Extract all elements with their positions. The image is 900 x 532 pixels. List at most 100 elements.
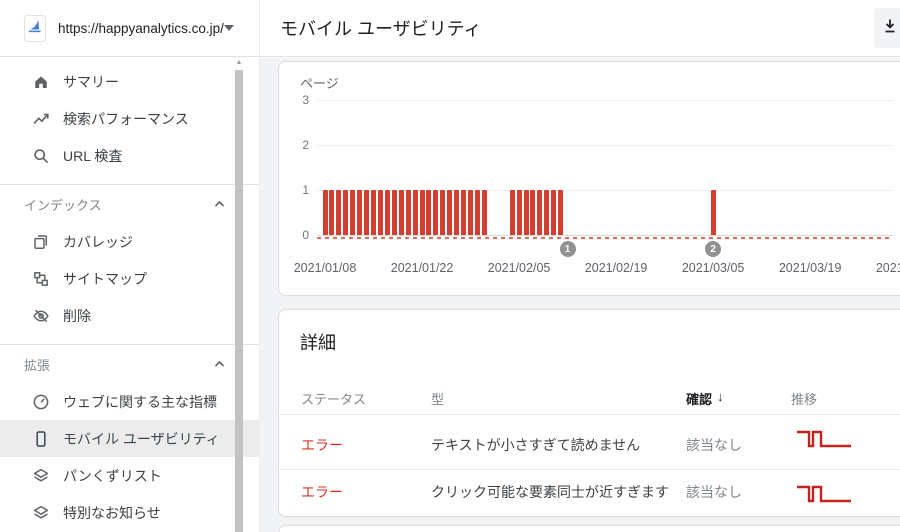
chart-bar[interactable] xyxy=(398,190,404,235)
sidebar-item[interactable]: カバレッジ xyxy=(0,223,259,260)
column-header[interactable]: 推移 xyxy=(791,389,817,408)
analytics-logo-icon xyxy=(25,16,45,41)
x-axis-tick-label: 2021/02/05 xyxy=(487,261,551,275)
sidebar-item[interactable]: ウェブに関する主な指標 xyxy=(0,383,259,420)
chart-bar[interactable] xyxy=(509,190,515,235)
validation-status-label: 該当なし xyxy=(686,484,742,500)
chart-bar[interactable] xyxy=(405,190,411,235)
x-axis-tick-label: 2021/01/08 xyxy=(293,261,357,275)
column-header[interactable]: 確認 ↓ xyxy=(686,389,724,408)
chart-bar[interactable] xyxy=(426,190,432,235)
sidebar-scrollbar[interactable]: ▲ xyxy=(235,57,243,532)
sidebar-item[interactable]: パンくずリスト xyxy=(0,457,259,494)
chart-bar[interactable] xyxy=(440,190,446,235)
chart-bar[interactable] xyxy=(371,190,377,235)
chart-bar[interactable] xyxy=(551,190,557,235)
details-table-row[interactable]: エラー テキストが小さすぎて読めません 該当なし xyxy=(279,415,900,470)
gridline xyxy=(317,235,893,236)
gridline xyxy=(317,145,893,146)
chart-bar[interactable] xyxy=(474,190,480,235)
details-table-row[interactable]: エラー クリック可能な要素同士が近すぎます 該当なし xyxy=(279,470,900,516)
property-url: https://happyanalytics.co.jp/ xyxy=(58,20,224,36)
chart-bar[interactable] xyxy=(357,190,363,235)
chart-bar[interactable] xyxy=(419,190,425,235)
sidebar-item[interactable]: サマリー xyxy=(0,63,259,100)
chart-bar[interactable] xyxy=(516,190,522,235)
caret-down-icon[interactable] xyxy=(223,25,234,31)
chart-bar[interactable] xyxy=(530,190,536,235)
column-header[interactable]: ステータス xyxy=(301,389,366,408)
sitemap-icon xyxy=(32,270,50,288)
announcements-icon xyxy=(32,504,50,522)
zero-value-dashed-line xyxy=(317,237,893,239)
details-table-header: ステータス 型 確認 ↓ 推移 xyxy=(279,380,900,415)
x-axis-tick-label: 2021/03/05 xyxy=(681,261,745,275)
chart-bar[interactable] xyxy=(481,190,487,235)
error-pages-chart-card: ページ 0 1 2 3 2021/01/08 2021/01/22 2021/02/05 20… xyxy=(278,61,900,296)
column-header-label: 確認 xyxy=(686,392,713,407)
chart-bar[interactable] xyxy=(350,190,356,235)
chart-event-marker[interactable]: 1 xyxy=(559,241,576,257)
gridline xyxy=(317,190,893,191)
chart-bar[interactable] xyxy=(461,190,467,235)
chart-bar[interactable] xyxy=(329,190,335,235)
export-download-button[interactable] xyxy=(874,8,900,48)
chart-bar[interactable] xyxy=(384,190,390,235)
x-axis-tick-label: 2021/04/02 xyxy=(875,261,900,275)
sidebar-item-label: ウェブに関する主な指標 xyxy=(63,393,217,410)
chart-bar[interactable] xyxy=(343,190,349,235)
sidebar-item[interactable]: URL 検査 xyxy=(0,137,259,174)
chart-event-marker[interactable]: 2 xyxy=(705,241,722,257)
main-content: ページ 0 1 2 3 2021/01/08 2021/01/22 2021/02/05 20… xyxy=(260,58,900,532)
chart-bar[interactable] xyxy=(468,190,474,235)
sidebar-item-label: 削除 xyxy=(63,307,91,324)
chevron-up-icon[interactable] xyxy=(214,360,225,368)
y-axis-tick-label: 3 xyxy=(302,93,309,107)
y-axis-tick-label: 0 xyxy=(302,228,309,242)
chart-bar[interactable] xyxy=(364,190,370,235)
y-axis-tick-label: 2 xyxy=(302,138,309,152)
chart-bar[interactable] xyxy=(322,190,328,235)
scrollbar-up-arrow-icon[interactable]: ▲ xyxy=(235,59,243,66)
y-axis-tick-label: 1 xyxy=(302,183,309,197)
chart-bar[interactable] xyxy=(433,190,439,235)
sidebar-section-title: 拡張 xyxy=(24,357,51,373)
chart-y-axis-title: ページ xyxy=(300,76,339,91)
column-header[interactable]: 型 xyxy=(431,389,444,408)
chart-bar[interactable] xyxy=(558,190,564,235)
sidebar-item[interactable]: サイトマップ xyxy=(0,260,259,297)
scrollbar-thumb[interactable] xyxy=(235,70,243,532)
chart-bar[interactable] xyxy=(391,190,397,235)
removals-icon xyxy=(32,307,50,325)
sidebar-item-label: URL 検査 xyxy=(63,147,123,164)
chart-bar[interactable] xyxy=(523,190,529,235)
property-favicon xyxy=(24,14,46,42)
chart-bar[interactable] xyxy=(710,190,716,235)
chart-bar[interactable] xyxy=(544,190,550,235)
page-header: モバイル ユーザビリティ xyxy=(260,0,900,57)
chart-bar[interactable] xyxy=(454,190,460,235)
sidebar-section: サマリー 検索パフォーマンス URL 検査 xyxy=(0,57,259,184)
chart-bar[interactable] xyxy=(447,190,453,235)
chart-bar[interactable] xyxy=(412,190,418,235)
sidebar-item[interactable]: 特別なお知らせ xyxy=(0,494,259,531)
sidebar-item[interactable]: 検索パフォーマンス xyxy=(0,100,259,137)
sidebar-item-label: 特別なお知らせ xyxy=(63,504,161,521)
core-web-vitals-icon xyxy=(32,393,50,411)
chart-bar[interactable] xyxy=(377,190,383,235)
validation-status-label: 該当なし xyxy=(686,437,742,453)
property-selector[interactable]: https://happyanalytics.co.jp/ xyxy=(0,0,259,57)
details-card: 詳細 ステータス型確認 ↓ 推移 エラー テキストが小さすぎて読めません 該当なし エラー… xyxy=(278,309,900,517)
chart-bar[interactable] xyxy=(336,190,342,235)
sidebar: https://happyanalytics.co.jp/ サマリー 検索パフォー… xyxy=(0,0,260,532)
sidebar-item[interactable]: モバイル ユーザビリティ xyxy=(0,420,259,457)
sidebar-item[interactable]: 削除 xyxy=(0,297,259,334)
chevron-up-icon[interactable] xyxy=(214,200,225,208)
status-error-label: エラー xyxy=(301,484,343,500)
status-error-label: エラー xyxy=(301,437,343,453)
sidebar-section-header[interactable]: インデックス xyxy=(0,185,259,223)
chart-bar[interactable] xyxy=(537,190,543,235)
column-header-label: ステータス xyxy=(301,392,367,407)
sidebar-section-header[interactable]: 拡張 xyxy=(0,345,259,383)
